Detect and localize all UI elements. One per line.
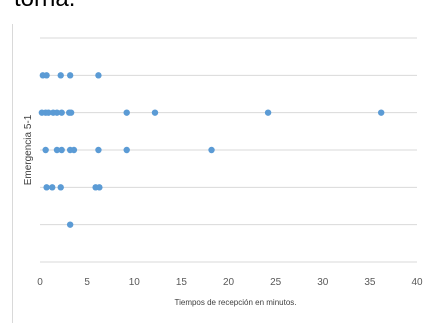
data-point — [151, 109, 159, 116]
data-point — [43, 72, 50, 79]
data-point — [377, 109, 385, 116]
x-tick-label: 5 — [84, 277, 90, 288]
x-tick-label: 10 — [129, 277, 141, 288]
x-tick-label: 15 — [176, 277, 188, 288]
x-tick-label: 40 — [411, 277, 423, 288]
x-tick-label: 20 — [223, 277, 235, 288]
data-point — [96, 184, 103, 191]
data-point — [57, 72, 64, 79]
data-point — [43, 184, 50, 191]
gridlines — [40, 37, 417, 263]
data-points — [38, 72, 385, 228]
data-point — [95, 72, 102, 79]
x-tick-label: 30 — [317, 277, 329, 288]
data-point — [49, 184, 56, 191]
data-point — [42, 146, 49, 154]
partial-header-text: torna. — [14, 0, 75, 13]
y-axis-label: Emergencia 5-1 — [23, 114, 34, 185]
x-tick-label: 25 — [270, 277, 282, 288]
data-point — [45, 109, 52, 116]
data-point — [66, 221, 74, 228]
data-point — [66, 72, 74, 79]
data-point — [95, 146, 102, 154]
data-point — [67, 109, 75, 116]
chart-frame-border — [12, 24, 13, 323]
data-point — [57, 184, 64, 191]
x-tick-label: 35 — [364, 277, 376, 288]
data-point — [264, 109, 272, 116]
x-axis-label: Tiempos de recepción en minutos. — [175, 298, 297, 307]
x-tick-labels: 0 5 10 15 20 25 30 35 40 — [37, 277, 423, 288]
data-point — [70, 146, 78, 154]
data-point — [53, 146, 61, 154]
data-point — [123, 109, 130, 116]
data-point — [53, 109, 61, 116]
data-point — [58, 146, 65, 154]
x-tick-label: 0 — [37, 277, 43, 288]
data-point — [208, 146, 215, 154]
data-point — [123, 146, 130, 154]
data-point — [58, 109, 65, 116]
